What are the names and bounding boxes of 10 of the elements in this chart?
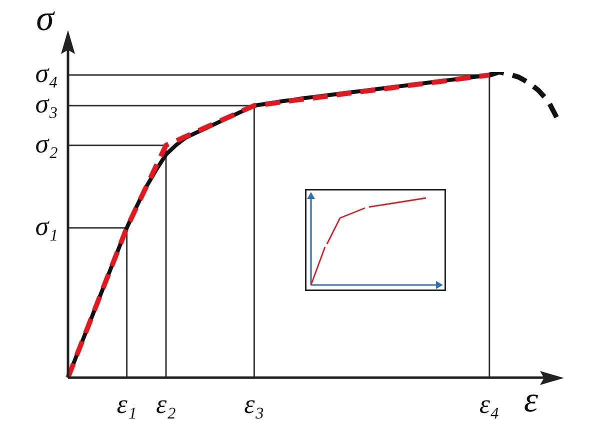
ref-line-label: σ₃: [35, 88, 58, 119]
ref-line-label: σ₄: [35, 58, 58, 88]
x-tick-label: ε₂: [156, 388, 176, 419]
x-tick-label: ε₃: [244, 388, 264, 419]
ref-line-label: σ₁: [35, 210, 58, 241]
x-axis-title: ε: [524, 380, 539, 420]
y-axis-title: σ: [36, 0, 56, 38]
x-tick-label: ε₄: [479, 388, 500, 419]
ref-line-label: σ₂: [35, 128, 58, 158]
x-tick-label: ε₁: [116, 388, 137, 419]
